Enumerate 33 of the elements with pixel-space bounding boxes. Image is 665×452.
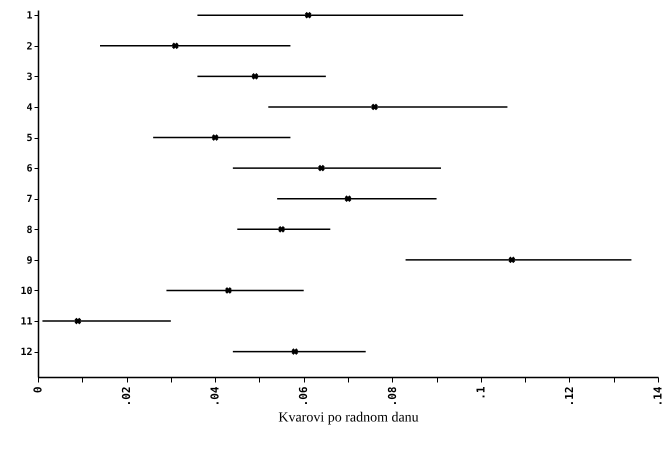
point bbox=[252, 73, 258, 80]
point bbox=[292, 348, 298, 355]
point bbox=[74, 318, 82, 324]
point bbox=[172, 42, 179, 50]
y-tick-label: 8 bbox=[26, 224, 32, 236]
y-tick-label: 6 bbox=[26, 164, 32, 175]
y-tick-label: 5 bbox=[26, 133, 32, 144]
x-tick-label: .04 bbox=[208, 386, 222, 406]
point bbox=[304, 12, 312, 19]
y-tick-label: 2 bbox=[26, 41, 32, 52]
x-axis-title: Kvarovi po radnom danu bbox=[278, 410, 419, 426]
x-tick-label: .14 bbox=[652, 386, 664, 406]
point bbox=[371, 104, 378, 110]
y-tick-label: 12 bbox=[20, 347, 32, 358]
x-tick-label: .02 bbox=[120, 386, 134, 406]
y-tick-label: 3 bbox=[26, 72, 32, 83]
x-tick-label: .06 bbox=[297, 386, 310, 406]
y-tick-label: 10 bbox=[20, 286, 32, 297]
x-tick-label: .1 bbox=[474, 386, 488, 400]
x-tick-label: 0 bbox=[32, 386, 44, 394]
y-tick-label: 1 bbox=[26, 10, 32, 22]
x-tick-label: .12 bbox=[562, 386, 576, 406]
x-tick-label: .08 bbox=[386, 386, 399, 406]
y-tick-label: 7 bbox=[26, 194, 32, 206]
y-tick-label: 11 bbox=[20, 316, 32, 328]
point bbox=[318, 164, 325, 172]
y-tick-label: 9 bbox=[26, 255, 32, 266]
point bbox=[508, 256, 516, 264]
y-tick-label: 4 bbox=[26, 102, 32, 114]
point bbox=[344, 195, 352, 202]
point bbox=[212, 134, 218, 141]
point bbox=[278, 226, 285, 233]
point bbox=[225, 287, 232, 294]
